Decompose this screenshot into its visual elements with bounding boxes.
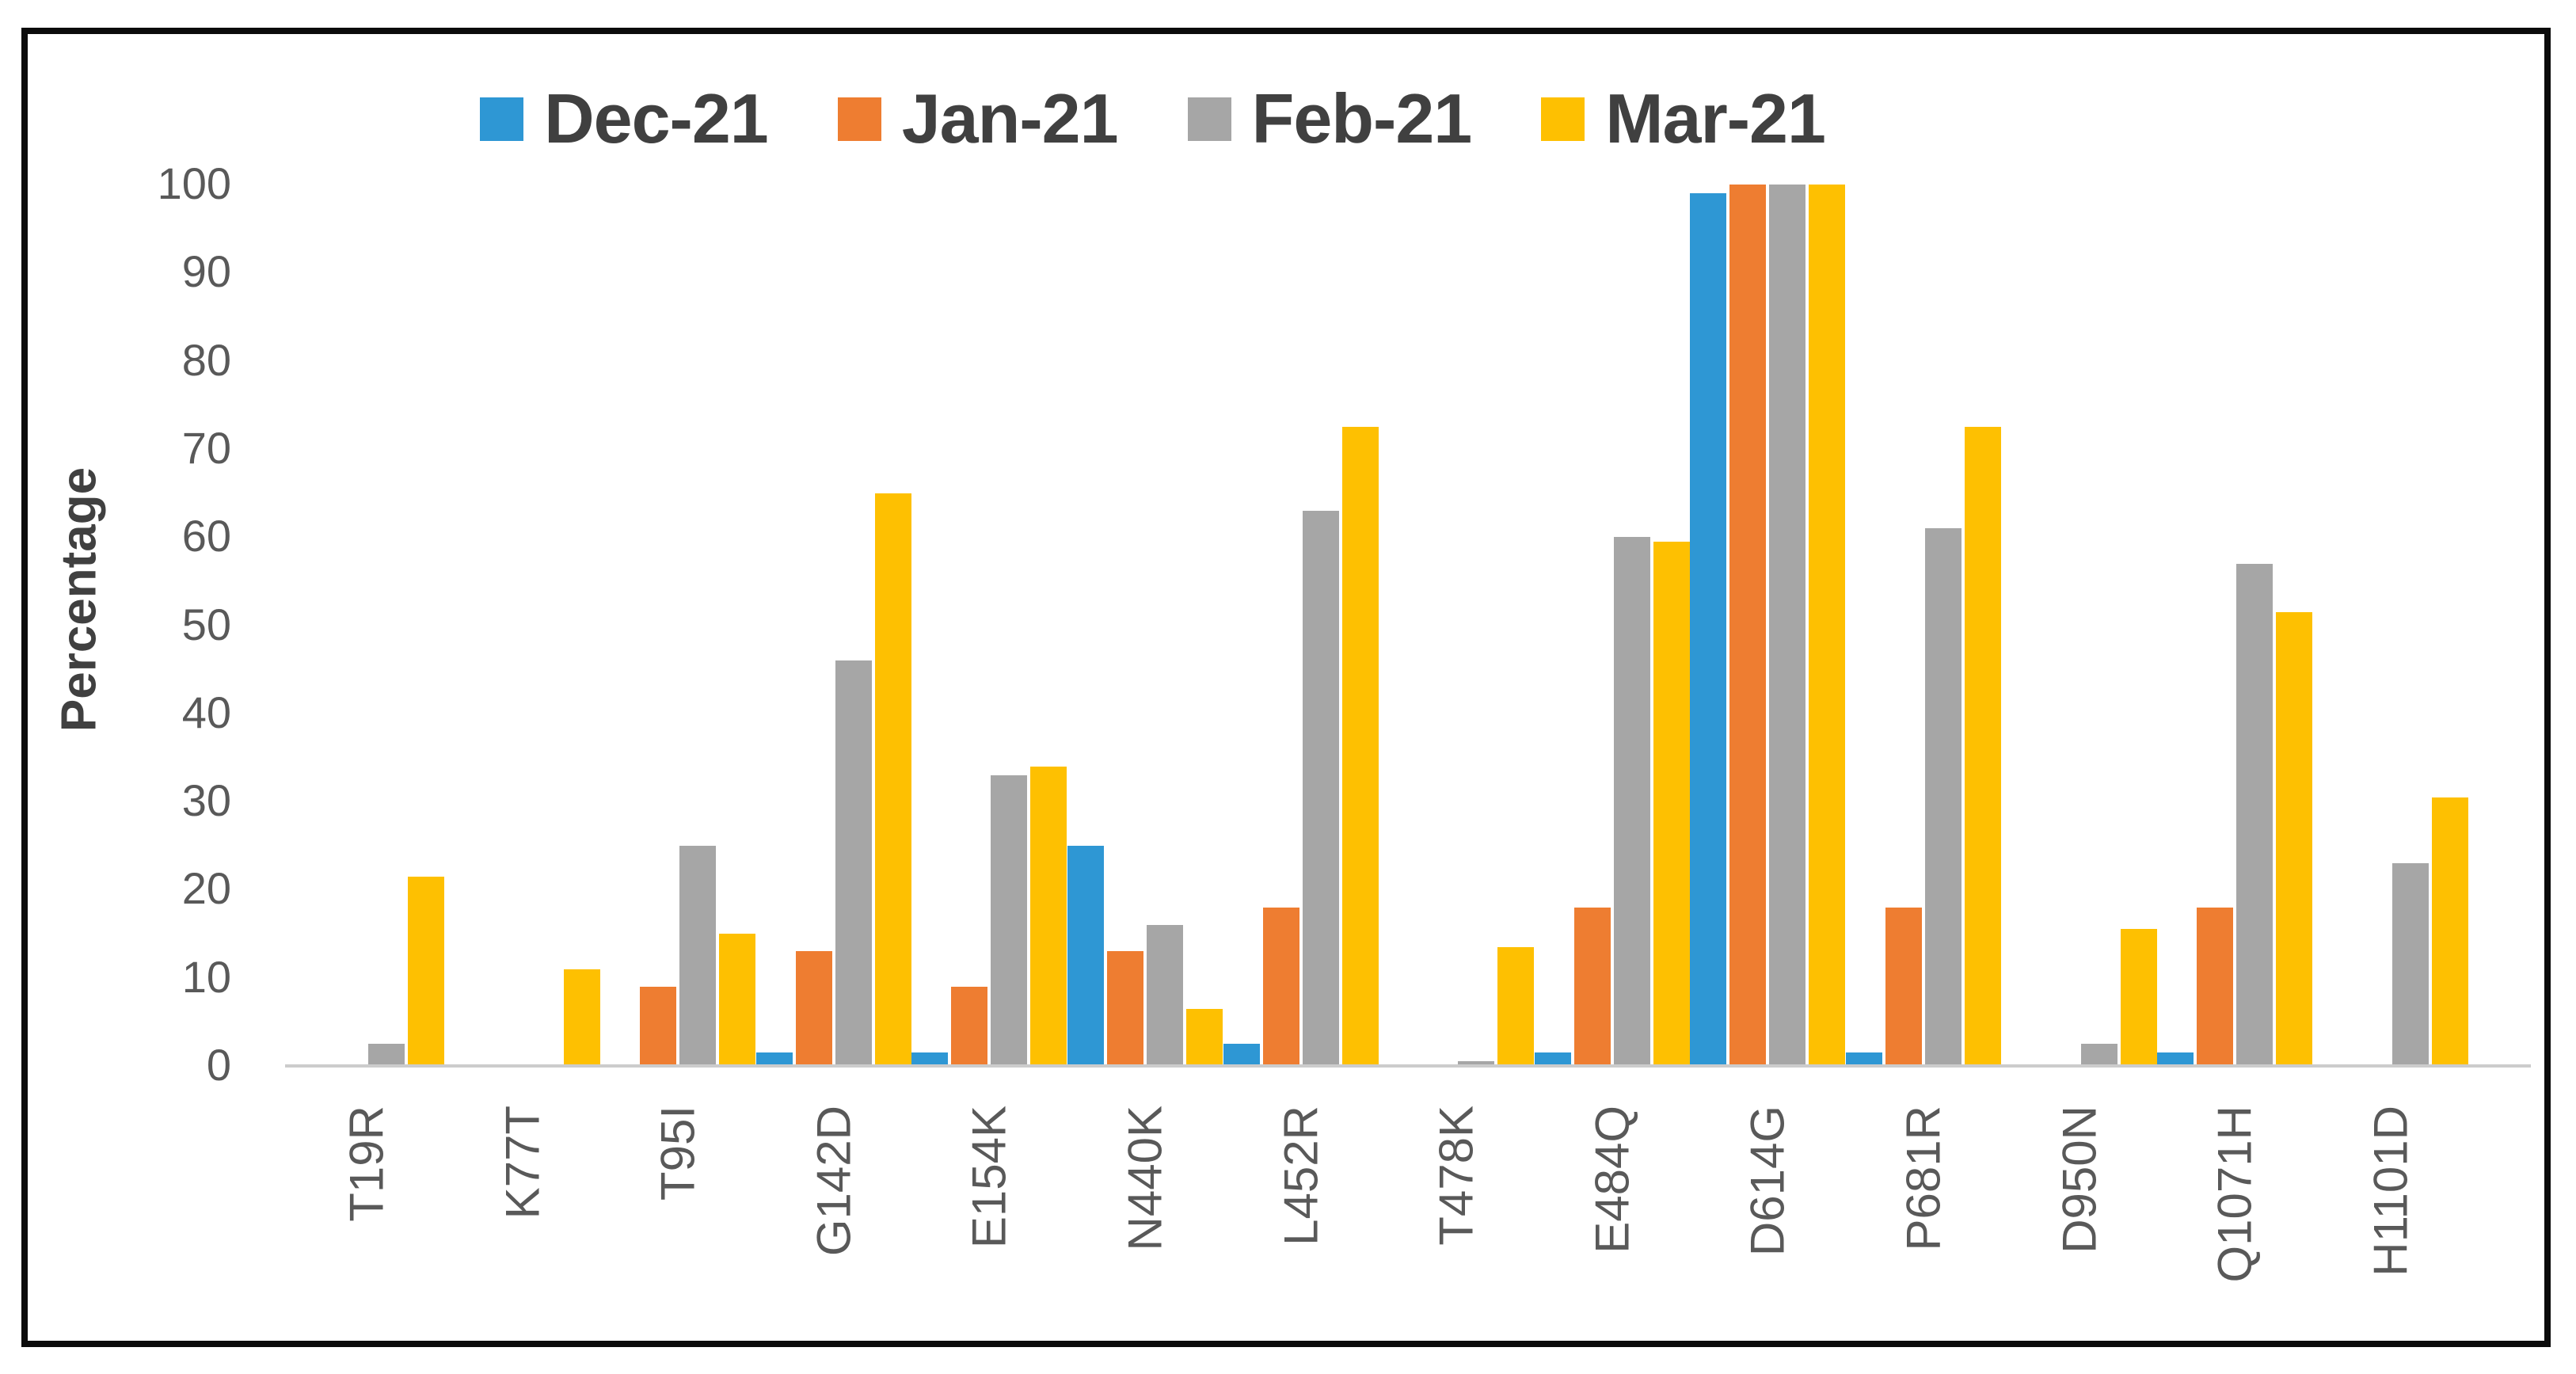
bar-q1071h-feb-21 <box>2236 563 2274 1066</box>
bar-d614g-feb-21 <box>1769 185 1806 1066</box>
y-tick-label-10: 10 <box>181 951 231 1002</box>
bar-p681r-jan-21 <box>1885 907 1922 1066</box>
bar-e154k-mar-21 <box>1030 766 1067 1066</box>
bar-t19r-feb-21 <box>368 1044 405 1066</box>
bar-g142d-jan-21 <box>795 951 832 1066</box>
bar-d950n-mar-21 <box>2120 929 2157 1066</box>
x-category-label-g142d: G142D <box>806 1106 861 1256</box>
y-tick-label-40: 40 <box>181 687 231 737</box>
bar-g142d-feb-21 <box>835 660 872 1066</box>
bar-q1071h-jan-21 <box>2197 907 2234 1066</box>
bar-h1101d-mar-21 <box>2431 797 2468 1066</box>
y-tick-label-60: 60 <box>181 511 231 561</box>
y-tick-label-20: 20 <box>181 863 231 914</box>
y-tick-label-100: 100 <box>157 158 231 209</box>
x-category-label-text: G142D <box>807 1106 861 1257</box>
bar-l452r-mar-21 <box>1341 427 1379 1066</box>
bar-d950n-feb-21 <box>2080 1044 2117 1066</box>
bar-q1071h-dec-21 <box>2157 1052 2194 1066</box>
x-category-label-text: T478K <box>1429 1106 1483 1246</box>
bar-e154k-feb-21 <box>991 775 1028 1066</box>
legend-swatch-icon <box>1187 97 1231 141</box>
x-category-label-text: E154K <box>962 1106 1016 1249</box>
x-category-label-text: E484Q <box>1585 1106 1639 1254</box>
x-category-label-d614g: D614G <box>1741 1106 1795 1256</box>
bar-g142d-dec-21 <box>755 1052 793 1066</box>
bar-l452r-dec-21 <box>1223 1044 1260 1066</box>
bar-e484q-dec-21 <box>1534 1052 1571 1066</box>
figure-border-frame <box>21 28 2551 1347</box>
x-category-label-text: P681R <box>1897 1106 1950 1251</box>
bar-t95i-mar-21 <box>719 934 756 1066</box>
y-tick-label-0: 0 <box>206 1040 231 1090</box>
x-category-label-t95i: T95I <box>651 1106 706 1201</box>
x-axis-line <box>285 1064 2531 1068</box>
bar-e484q-feb-21 <box>1613 537 1650 1066</box>
x-category-label-e484q: E484Q <box>1585 1106 1639 1254</box>
bar-t19r-mar-21 <box>408 876 444 1066</box>
legend-label: Feb-21 <box>1251 79 1473 158</box>
x-category-label-l452r: L452R <box>1273 1106 1328 1246</box>
bar-l452r-feb-21 <box>1302 510 1339 1066</box>
bar-q1071h-mar-21 <box>2276 611 2313 1066</box>
bar-g142d-mar-21 <box>874 493 911 1066</box>
y-tick-label-30: 30 <box>181 775 231 826</box>
legend-item-mar-21: Mar-21 <box>1541 78 1826 159</box>
bar-n440k-mar-21 <box>1186 1008 1223 1066</box>
legend-item-feb-21: Feb-21 <box>1187 78 1473 159</box>
x-category-label-t19r: T19R <box>340 1106 394 1222</box>
x-category-label-text: K77T <box>496 1106 550 1220</box>
bar-p681r-dec-21 <box>1846 1052 1882 1066</box>
legend-label: Jan-21 <box>901 79 1119 158</box>
bar-d614g-jan-21 <box>1729 185 1767 1066</box>
chart-legend: Dec-21 Jan-21 Feb-21 Mar-21 <box>0 67 2576 170</box>
bar-t95i-feb-21 <box>679 845 717 1066</box>
x-category-label-n440k: N440K <box>1118 1106 1173 1250</box>
y-tick-label-70: 70 <box>181 423 231 474</box>
x-category-label-e154k: E154K <box>962 1106 1017 1248</box>
bar-p681r-feb-21 <box>1925 528 1961 1066</box>
bar-n440k-jan-21 <box>1107 951 1143 1066</box>
x-category-label-text: T19R <box>340 1106 394 1222</box>
x-category-label-text: N440K <box>1118 1106 1172 1251</box>
x-category-label-h1101d: H1101D <box>2363 1106 2418 1277</box>
bar-t478k-feb-21 <box>1458 1061 1495 1066</box>
x-category-label-q1071h: Q1071H <box>2208 1106 2262 1282</box>
bar-d614g-mar-21 <box>1809 185 1846 1066</box>
bar-e154k-dec-21 <box>911 1052 949 1066</box>
x-category-label-text: D950N <box>2053 1106 2106 1254</box>
legend-label: Mar-21 <box>1605 79 1826 158</box>
x-category-label-d950n: D950N <box>2052 1106 2106 1254</box>
x-category-label-t478k: T478K <box>1429 1106 1484 1246</box>
x-category-label-text: H1101D <box>2364 1106 2418 1277</box>
x-category-label-text: D614G <box>1741 1106 1794 1257</box>
bar-n440k-dec-21 <box>1067 845 1104 1066</box>
y-tick-label-90: 90 <box>181 246 231 297</box>
legend-item-dec-21: Dec-21 <box>480 78 769 159</box>
legend-swatch-icon <box>837 97 881 141</box>
legend-item-jan-21: Jan-21 <box>837 78 1119 159</box>
x-category-label-text: L452R <box>1274 1106 1328 1246</box>
bar-l452r-jan-21 <box>1262 907 1299 1066</box>
bar-e484q-jan-21 <box>1573 907 1611 1066</box>
x-category-label-text: Q1071H <box>2208 1106 2262 1283</box>
x-category-label-text: T95I <box>651 1106 705 1201</box>
bar-k77t-mar-21 <box>563 969 600 1066</box>
bar-h1101d-feb-21 <box>2391 863 2429 1066</box>
bar-p681r-mar-21 <box>1965 427 2001 1066</box>
bar-e484q-mar-21 <box>1653 541 1690 1066</box>
y-tick-label-50: 50 <box>181 599 231 649</box>
legend-swatch-icon <box>1541 97 1585 141</box>
bar-d614g-dec-21 <box>1690 193 1727 1066</box>
bar-t95i-jan-21 <box>640 986 677 1066</box>
legend-swatch-icon <box>480 97 524 141</box>
x-category-label-p681r: P681R <box>1897 1106 1951 1250</box>
bar-e154k-jan-21 <box>951 986 988 1066</box>
legend-label: Dec-21 <box>544 79 769 158</box>
x-category-label-k77t: K77T <box>495 1106 550 1219</box>
bar-n440k-feb-21 <box>1147 924 1183 1066</box>
bar-t478k-mar-21 <box>1497 946 1535 1066</box>
y-tick-label-80: 80 <box>181 334 231 385</box>
